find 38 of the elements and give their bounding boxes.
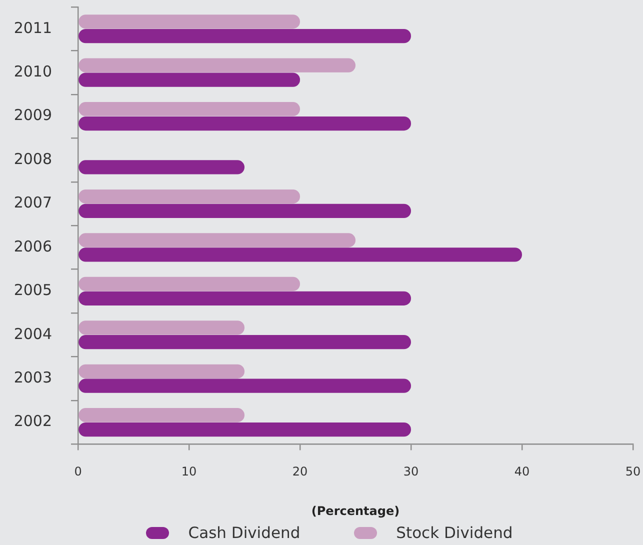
bar bbox=[78, 364, 244, 378]
bar bbox=[78, 408, 244, 422]
bar bbox=[78, 248, 522, 262]
y-tick-label: 2004 bbox=[14, 324, 52, 343]
bar bbox=[78, 276, 300, 292]
bar bbox=[78, 335, 411, 350]
bar bbox=[78, 14, 300, 29]
bar bbox=[78, 72, 300, 87]
bar bbox=[78, 58, 356, 72]
bar bbox=[78, 102, 300, 116]
legend-label: Stock Dividend bbox=[396, 524, 513, 542]
y-tick-label: 2006 bbox=[14, 237, 52, 256]
y-tick-label: 2003 bbox=[14, 368, 52, 387]
x-tick-label: 10 bbox=[181, 464, 197, 479]
y-tick-label: 2002 bbox=[14, 412, 52, 430]
y-tick-label: 2007 bbox=[14, 194, 52, 212]
y-tick-label: 2010 bbox=[14, 62, 52, 80]
y-tick-label: 2009 bbox=[14, 106, 52, 124]
x-tick-label: 40 bbox=[514, 464, 530, 479]
bar bbox=[78, 291, 411, 306]
bar bbox=[78, 320, 244, 335]
y-tick-label: 2008 bbox=[14, 150, 52, 168]
bar bbox=[78, 378, 411, 393]
bar bbox=[78, 422, 411, 437]
bar bbox=[78, 233, 356, 248]
x-tick-label: 20 bbox=[292, 464, 308, 479]
y-tick-label: 2011 bbox=[14, 18, 52, 37]
bar bbox=[78, 204, 411, 218]
bar bbox=[78, 116, 411, 131]
bar bbox=[78, 29, 411, 44]
bar bbox=[78, 189, 300, 204]
legend-label: Cash Dividend bbox=[188, 524, 300, 542]
x-tick-label: 30 bbox=[403, 464, 419, 479]
y-tick-label: 2005 bbox=[14, 281, 52, 300]
x-tick-label: 50 bbox=[625, 464, 641, 479]
x-tick-label: 0 bbox=[74, 464, 82, 479]
x-axis-title: (Percentage) bbox=[311, 504, 400, 518]
bar bbox=[78, 160, 244, 174]
